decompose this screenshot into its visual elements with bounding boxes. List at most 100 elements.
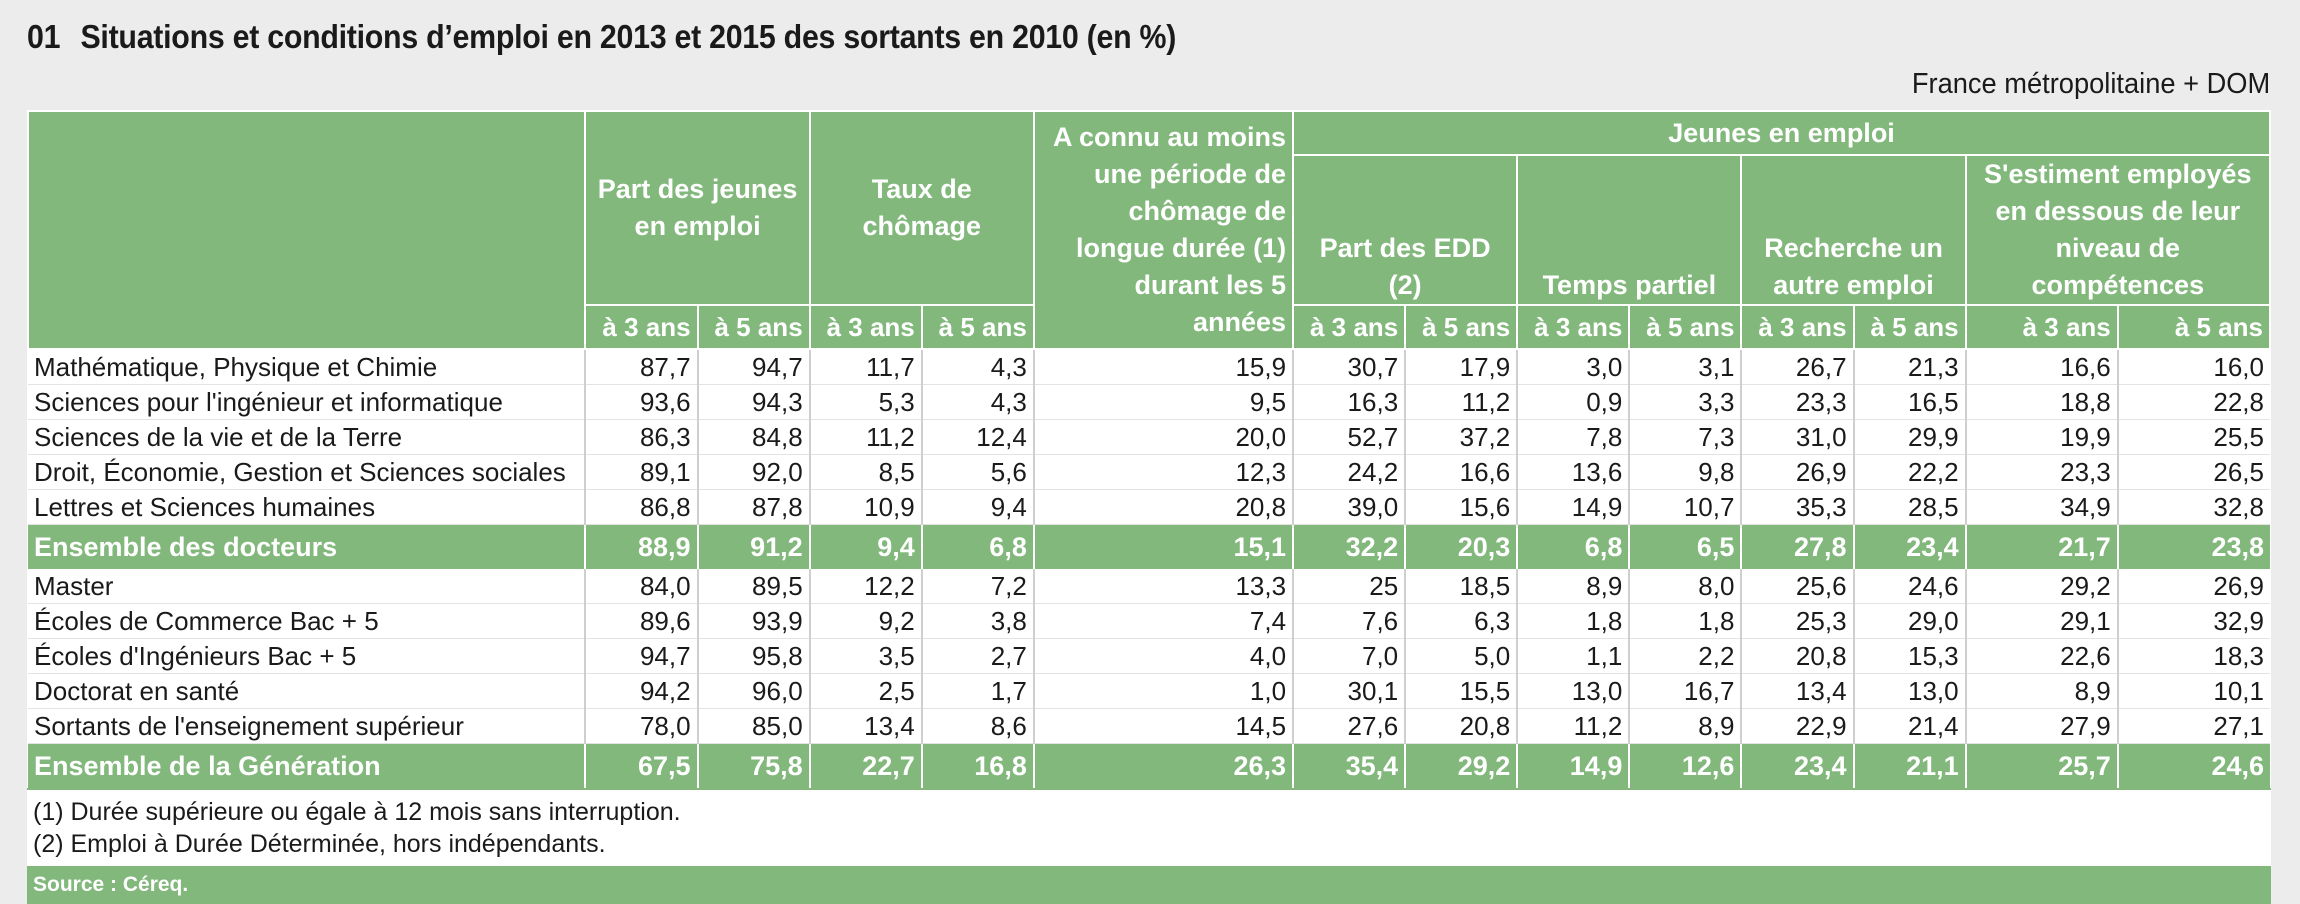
table-cell: 12,6 — [1628, 743, 1742, 788]
table-cell: 23,4 — [1852, 524, 1966, 569]
table-cell: 21,1 — [1852, 743, 1966, 788]
table-cell: 9,2 — [808, 603, 922, 639]
sub-a3: à 3 ans — [1964, 304, 2119, 350]
table-cell: 7,3 — [1628, 419, 1742, 455]
row-label: Mathématique, Physique et Chimie — [28, 349, 586, 385]
table-cell: 6,8 — [920, 524, 1034, 569]
table-cell: 11,7 — [808, 349, 922, 385]
table-cell: 27,9 — [1964, 708, 2118, 744]
table-cell: 25,6 — [1740, 569, 1854, 604]
table-cell: 7,2 — [920, 569, 1034, 604]
table-cell: 22,8 — [2116, 384, 2270, 420]
row-label: Écoles d'Ingénieurs Bac + 5 — [28, 638, 586, 674]
table-cell: 20,3 — [1404, 524, 1518, 569]
table-cell: 28,5 — [1852, 489, 1966, 525]
row-label: Doctorat en santé — [28, 673, 586, 709]
table-cell: 1,8 — [1628, 603, 1742, 639]
table-cell: 93,9 — [696, 603, 810, 639]
table-cell: 26,7 — [1740, 349, 1854, 385]
table-cell: 87,7 — [584, 349, 698, 385]
table-cell: 8,6 — [920, 708, 1034, 744]
table-cell: 27,6 — [1292, 708, 1406, 744]
table-cell: 6,3 — [1404, 603, 1518, 639]
table-cell: 32,8 — [2116, 489, 2270, 525]
table-cell: 84,0 — [584, 569, 698, 604]
table-cell: 22,9 — [1740, 708, 1854, 744]
table-cell: 30,1 — [1292, 673, 1406, 709]
table-cell: 10,1 — [2116, 673, 2270, 709]
header-recherche: Recherche un autre emploi — [1740, 154, 1967, 306]
table-cell: 1,7 — [920, 673, 1034, 709]
sub-a3: à 3 ans — [584, 304, 699, 350]
table-cell: 21,7 — [1964, 524, 2118, 569]
row-label: Lettres et Sciences humaines — [28, 489, 586, 525]
table-cell: 29,0 — [1852, 603, 1966, 639]
table-cell: 91,2 — [696, 524, 810, 569]
table-cell: 6,8 — [1516, 524, 1630, 569]
sub-a3: à 3 ans — [1292, 304, 1407, 350]
table-cell: 78,0 — [584, 708, 698, 744]
table-cell: 89,1 — [584, 454, 698, 490]
table-cell: 15,9 — [1032, 349, 1294, 385]
table-cell: 15,5 — [1404, 673, 1518, 709]
table-row: Mathématique, Physique et Chimie 87,7 94,7… — [28, 349, 2270, 385]
table-cell: 3,1 — [1628, 349, 1742, 385]
sub-a5: à 5 ans — [1628, 304, 1743, 350]
table-cell: 12,3 — [1032, 454, 1294, 490]
table-cell: 8,0 — [1628, 569, 1742, 604]
table-cell: 24,6 — [2116, 743, 2270, 788]
table-cell: 4,3 — [920, 349, 1034, 385]
table-cell: 0,9 — [1516, 384, 1630, 420]
sub-a5: à 5 ans — [920, 304, 1035, 350]
table-cell: 2,5 — [808, 673, 922, 709]
table-row: Lettres et Sciences humaines 86,8 87,8 10,9… — [28, 489, 2270, 525]
table-cell: 9,4 — [920, 489, 1034, 525]
table-cell: 15,1 — [1032, 524, 1294, 569]
table-cell: 8,9 — [1516, 569, 1630, 604]
table-cell: 25,5 — [2116, 419, 2270, 455]
table-cell: 35,4 — [1292, 743, 1406, 788]
table-cell: 16,0 — [2116, 349, 2270, 385]
table-cell: 29,2 — [1404, 743, 1518, 788]
table-row: Sciences de la vie et de la Terre 86,3 84,… — [28, 419, 2270, 455]
header-blank — [26, 110, 587, 350]
table-cell: 10,9 — [808, 489, 922, 525]
table-cell: 52,7 — [1292, 419, 1406, 455]
table-cell: 18,3 — [2116, 638, 2270, 674]
table-cell: 23,3 — [1740, 384, 1854, 420]
table-row: Doctorat en santé 94,2 96,0 2,5 1,7 1,0 30,1 15… — [28, 673, 2270, 709]
table-cell: 4,3 — [920, 384, 1034, 420]
table-cell: 26,9 — [1740, 454, 1854, 490]
sub-a5: à 5 ans — [2116, 304, 2272, 350]
table-cell: 8,9 — [1628, 708, 1742, 744]
table-cell: 1,8 — [1516, 603, 1630, 639]
table-row: Sortants de l'enseignement supérieur 78,0… — [28, 708, 2270, 744]
table-cell: 89,5 — [696, 569, 810, 604]
table-cell: 1,0 — [1032, 673, 1294, 709]
table-cell: 7,6 — [1292, 603, 1406, 639]
table-cell: 29,9 — [1852, 419, 1966, 455]
table-cell: 14,9 — [1516, 489, 1630, 525]
table-cell: 22,6 — [1964, 638, 2118, 674]
table-cell: 30,7 — [1292, 349, 1406, 385]
table-cell: 14,5 — [1032, 708, 1294, 744]
sub-a5: à 5 ans — [1404, 304, 1519, 350]
table-cell: 9,8 — [1628, 454, 1742, 490]
footnote-2: (2) Emploi à Durée Déterminée, hors indé… — [33, 830, 606, 858]
total-row: Ensemble de la Génération 67,5 75,8 22,7 16,… — [28, 743, 2270, 788]
table-cell: 29,2 — [1964, 569, 2118, 604]
sub-a3: à 3 ans — [808, 304, 923, 350]
row-label: Ensemble de la Génération — [28, 743, 586, 788]
header-part-edd: Part des EDD (2) — [1292, 154, 1519, 306]
row-label: Écoles de Commerce Bac + 5 — [28, 603, 586, 639]
row-label: Droit, Économie, Gestion et Sciences soc… — [28, 454, 586, 490]
header-taux-chomage: Taux de chômage — [808, 110, 1035, 306]
table-cell: 84,8 — [696, 419, 810, 455]
table-cell: 24,2 — [1292, 454, 1406, 490]
table-cell: 12,2 — [808, 569, 922, 604]
header-chomage-longue: A connu au moins une période de chômage … — [1032, 110, 1295, 350]
table-cell: 96,0 — [696, 673, 810, 709]
table-cell: 37,2 — [1404, 419, 1518, 455]
table-row: Sciences pour l'ingénieur et informatiqu… — [28, 384, 2270, 420]
table-cell: 26,5 — [2116, 454, 2270, 490]
